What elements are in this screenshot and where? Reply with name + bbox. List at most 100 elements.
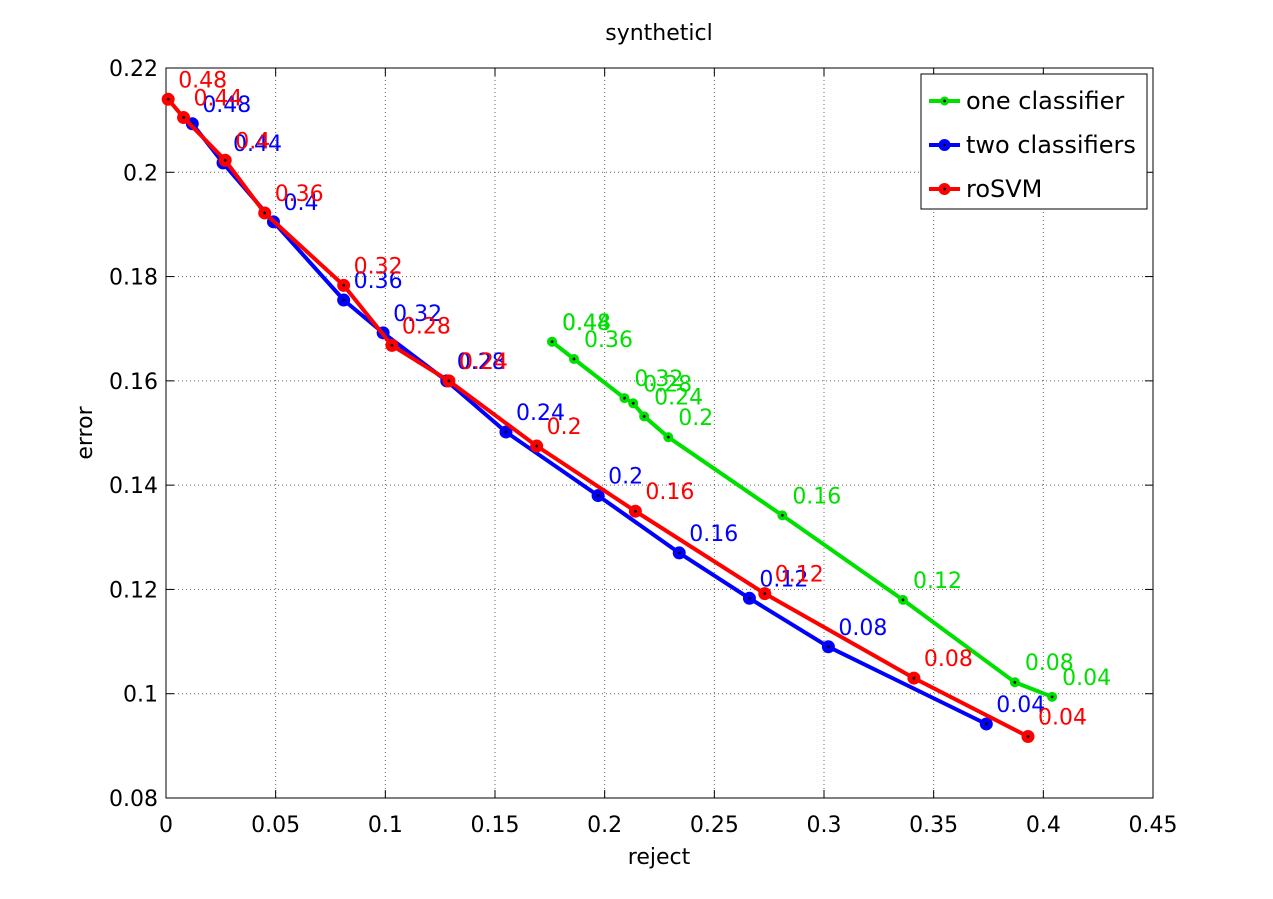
data-point-center: [826, 645, 830, 649]
data-label: 0.08: [838, 616, 887, 641]
grid: [166, 68, 1153, 798]
data-point-center: [182, 116, 185, 119]
data-point-center: [535, 444, 539, 448]
y-tick-label: 0.22: [109, 57, 158, 82]
data-point-center: [642, 414, 646, 418]
data-label: 0.24: [516, 401, 565, 426]
data-point-center: [342, 298, 346, 302]
legend-box: [920, 73, 1148, 210]
data-point-center: [447, 379, 451, 383]
data-label: 0.48: [202, 93, 251, 118]
y-tick-label: 0.1: [123, 683, 158, 708]
data-label: 0.36: [354, 269, 403, 294]
x-tick-label: 0.1: [368, 813, 403, 838]
data-label: 0.36: [584, 328, 633, 353]
data-point-center: [631, 401, 635, 405]
data-point-center: [912, 676, 916, 680]
series-line-rosvm: [166, 97, 1030, 739]
data-label: 0.04: [996, 693, 1045, 718]
y-tick-label: 0.08: [109, 787, 158, 812]
data-point-center: [550, 340, 554, 344]
data-label: 0.28: [643, 372, 692, 397]
data-label: 0.04: [1038, 705, 1087, 730]
data-point-center: [572, 357, 576, 361]
data-label: 0.32: [354, 254, 403, 279]
x-tick-label: 0: [159, 813, 173, 838]
data-point-center: [504, 430, 508, 434]
legend-label-rosvm: roSVM: [966, 175, 1042, 203]
data-label: 0.44: [562, 311, 611, 336]
x-tick-label: 0.05: [251, 813, 300, 838]
data-label: 0.24: [459, 350, 508, 375]
data-label: 0.08: [1025, 651, 1074, 676]
data-label: 0.48: [562, 311, 611, 336]
data-point-center: [596, 494, 600, 497]
x-tick-label: 0.35: [909, 813, 958, 838]
data-label: 0.2: [678, 406, 713, 431]
x-tick-label: 0.3: [807, 813, 842, 838]
x-tick-label: 0.2: [587, 813, 622, 838]
data-label: 0.12: [759, 567, 808, 592]
data-point-center: [763, 592, 767, 595]
data-label: 0.48: [178, 68, 227, 93]
legend-marker-center: [943, 187, 946, 191]
data-point-center: [1050, 695, 1054, 699]
data-label: 0.44: [194, 87, 243, 112]
data-label: 0.08: [924, 647, 973, 672]
data-label: 0.12: [775, 563, 824, 588]
legend-label-one-classifier: one classifier: [966, 87, 1124, 115]
data-label: 0.2: [547, 415, 582, 440]
data-point-center: [1026, 735, 1030, 738]
x-tick-label: 0.15: [471, 813, 520, 838]
legend: one classifier two classifiers roSVM: [920, 73, 1148, 210]
data-point-center: [1013, 680, 1017, 684]
y-tick-label: 0.2: [123, 161, 158, 186]
x-tick-label: 0.4: [1026, 813, 1061, 838]
data-label: 0.32: [393, 302, 442, 327]
series-rosvm: [161, 92, 1035, 743]
data-point-center: [623, 396, 626, 400]
data-label: 0.28: [457, 350, 506, 375]
data-point-center: [263, 211, 267, 215]
data-label: 0.28: [402, 314, 451, 339]
axis-ticks: 0 0.05 0.1 0.15 0.2 0.25 0.3 0.35 0.4 0.45 0.08 0.1…: [109, 57, 1177, 838]
legend-label-two-classifiers: two classifiers: [966, 131, 1136, 159]
data-point-center: [166, 97, 170, 101]
y-axis-label: error: [73, 405, 98, 459]
data-point-center: [901, 598, 905, 602]
data-point-center: [780, 513, 784, 517]
data-point-center: [984, 722, 988, 726]
data-label: 0.4: [235, 129, 270, 154]
series: [161, 92, 1058, 743]
data-label: 0.12: [913, 569, 962, 594]
data-label: 0.2: [608, 465, 643, 490]
point-labels: 0.480.440.360.320.280.240.20.160.120.080…: [178, 68, 1111, 730]
x-tick-label: 0.25: [690, 813, 739, 838]
data-point-center: [748, 596, 751, 600]
x-axis-label: reject: [628, 845, 691, 870]
plot-frame: [165, 67, 1154, 799]
data-label: 0.16: [689, 522, 738, 547]
chart-title: syntheticl: [605, 21, 712, 46]
data-label: 0.04: [1062, 666, 1111, 691]
data-label: 0.32: [634, 367, 683, 392]
y-tick-label: 0.16: [109, 370, 158, 395]
data-label: 0.24: [654, 385, 703, 410]
y-tick-label: 0.14: [109, 474, 158, 499]
data-label: 0.16: [645, 480, 694, 505]
data-point-center: [390, 344, 394, 347]
data-label: 0.4: [283, 191, 318, 216]
data-point-center: [677, 551, 681, 555]
legend-marker-center: [943, 99, 946, 103]
data-point-center: [633, 509, 637, 513]
y-tick-label: 0.18: [109, 266, 158, 291]
y-tick-label: 0.12: [109, 578, 158, 603]
series-one-classifier: [547, 336, 1058, 702]
data-point-center: [342, 284, 346, 287]
data-point-center: [223, 158, 227, 162]
data-label: 0.36: [275, 182, 324, 207]
data-label: 0.16: [792, 484, 841, 509]
data-point-center: [666, 435, 670, 439]
